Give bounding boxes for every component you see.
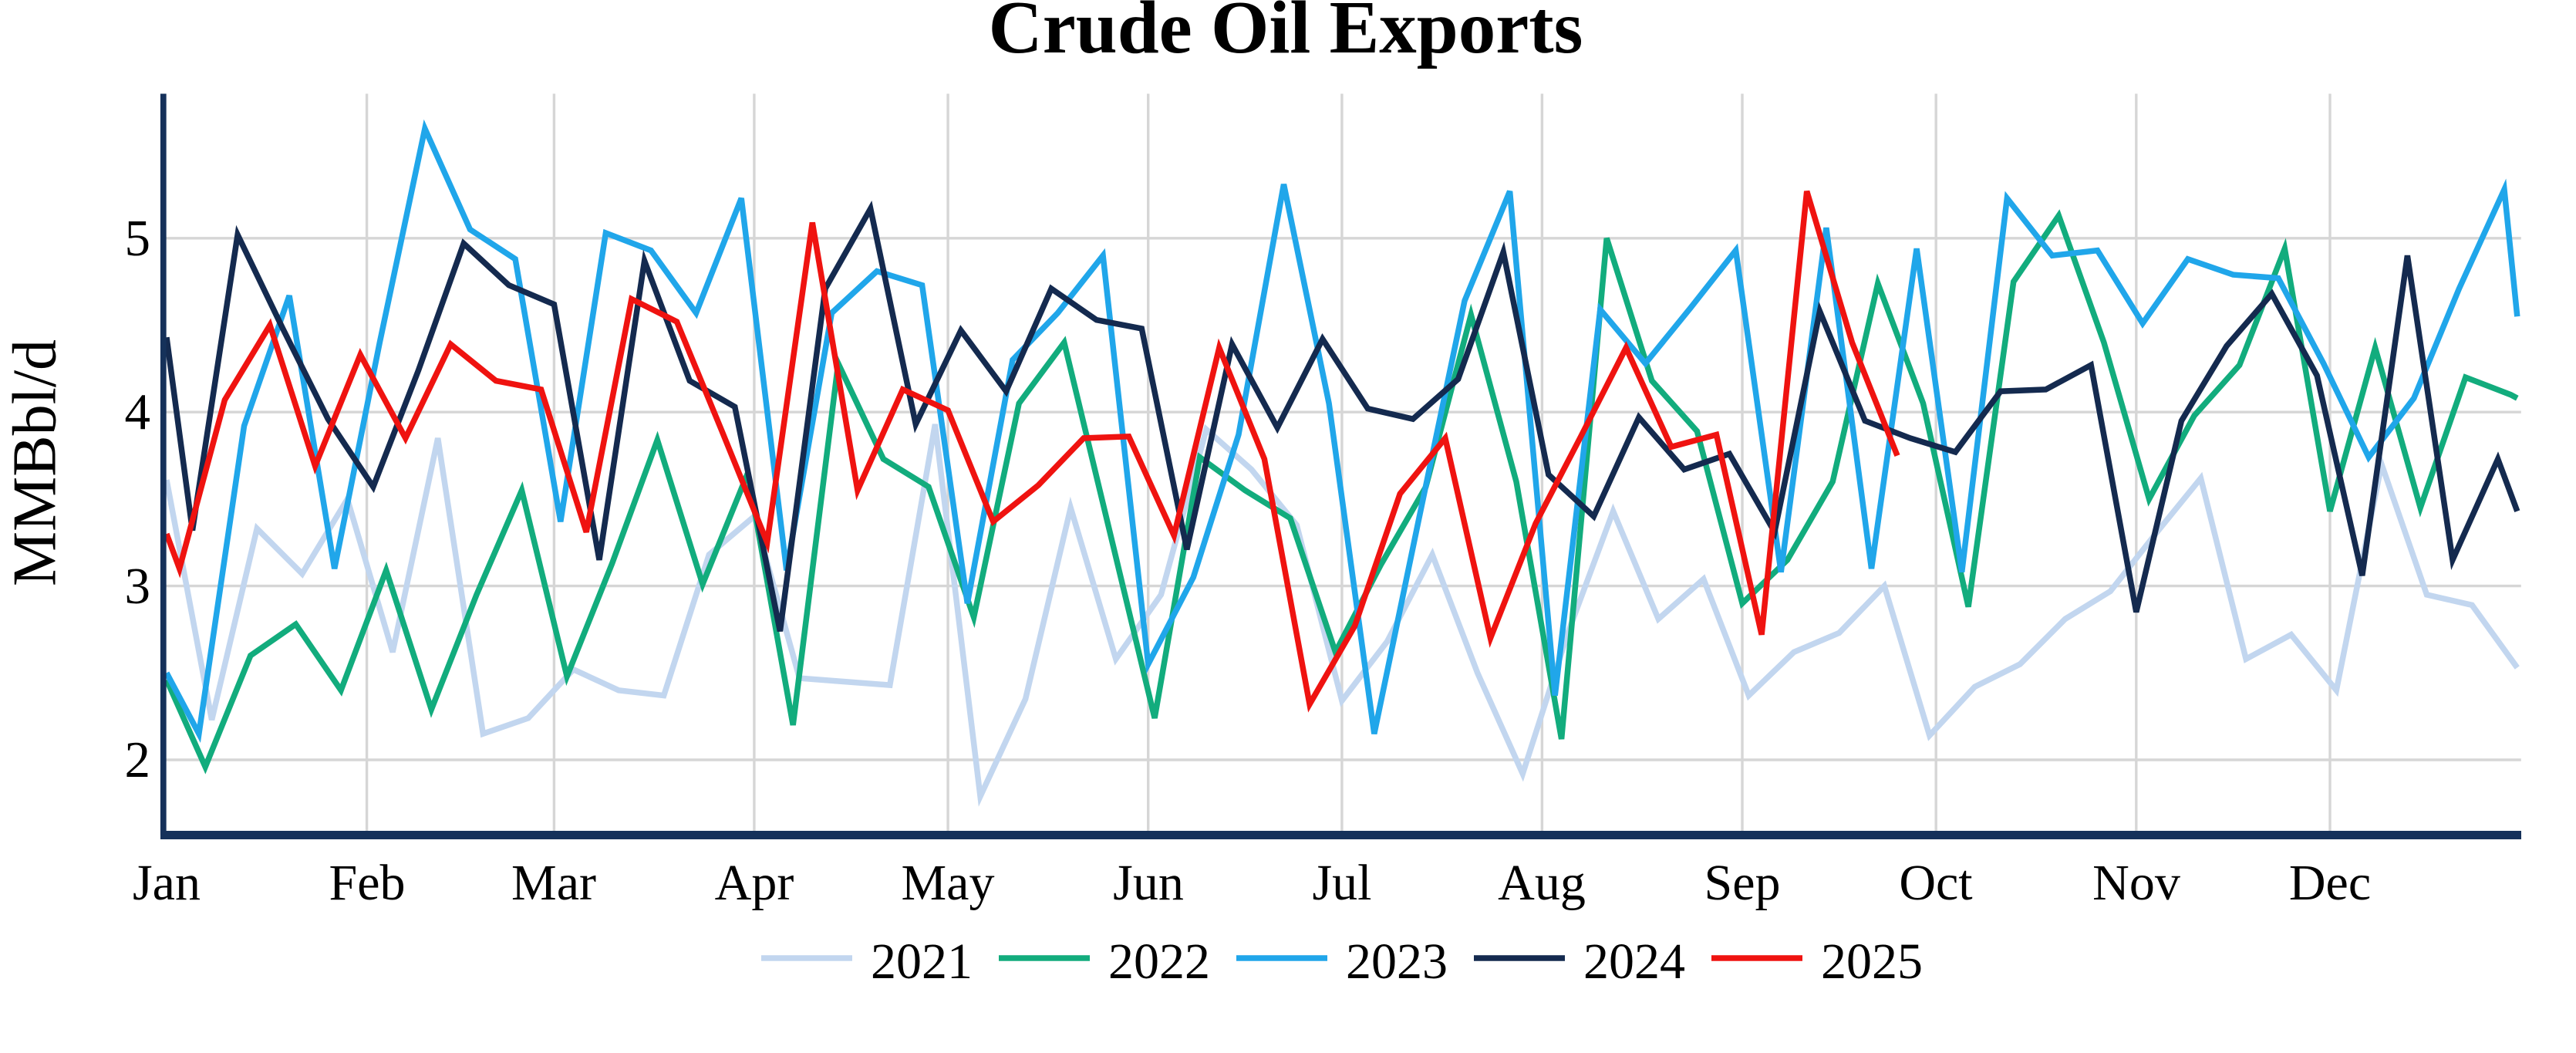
svg-text:Jul: Jul: [1312, 855, 1371, 911]
svg-text:Aug: Aug: [1498, 855, 1586, 911]
svg-text:Feb: Feb: [329, 855, 406, 911]
svg-text:2024: 2024: [1583, 933, 1685, 990]
svg-text:Oct: Oct: [1899, 855, 1972, 911]
svg-text:3: 3: [125, 558, 151, 615]
svg-text:Jan: Jan: [133, 855, 201, 911]
svg-text:Crude Oil Exports: Crude Oil Exports: [989, 0, 1583, 69]
svg-text:May: May: [902, 855, 995, 911]
svg-text:2022: 2022: [1108, 933, 1210, 990]
svg-text:4: 4: [125, 383, 151, 440]
svg-text:Nov: Nov: [2092, 855, 2180, 911]
svg-text:MMBbl/d: MMBbl/d: [2, 339, 69, 586]
svg-text:Sep: Sep: [1704, 855, 1781, 911]
svg-text:2: 2: [125, 731, 151, 788]
svg-text:2021: 2021: [871, 933, 973, 990]
svg-text:Jun: Jun: [1113, 855, 1184, 911]
svg-text:2023: 2023: [1346, 933, 1448, 990]
svg-text:5: 5: [125, 210, 151, 267]
svg-text:Dec: Dec: [2289, 855, 2371, 911]
svg-text:Mar: Mar: [511, 855, 596, 911]
svg-text:2025: 2025: [1821, 933, 1923, 990]
svg-text:Apr: Apr: [715, 855, 794, 911]
